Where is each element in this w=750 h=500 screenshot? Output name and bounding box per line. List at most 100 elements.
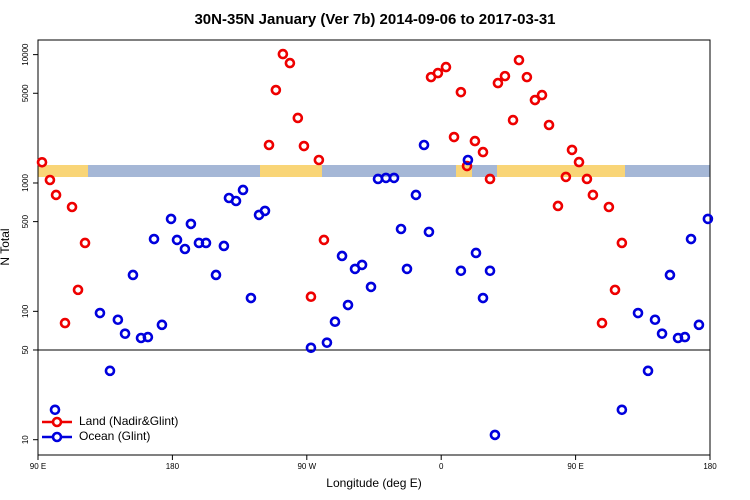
point <box>484 265 496 277</box>
point <box>112 314 124 326</box>
point <box>455 86 467 98</box>
point <box>656 328 668 339</box>
point <box>277 48 289 60</box>
point <box>529 94 541 106</box>
point <box>679 331 691 343</box>
point <box>79 237 91 249</box>
x-tick-label: 90 E <box>30 462 46 471</box>
point <box>649 314 661 326</box>
point <box>148 233 160 245</box>
point <box>560 171 572 183</box>
point <box>462 154 474 166</box>
x-tick-label: 180 <box>166 462 180 471</box>
point <box>432 67 444 79</box>
point <box>664 269 676 281</box>
point <box>356 259 368 271</box>
point <box>329 316 341 328</box>
y-axis-label: N Total <box>0 228 12 265</box>
point <box>410 189 422 201</box>
legend-label: Land (Nadir&Glint) <box>79 414 178 428</box>
point <box>292 112 304 124</box>
point <box>230 195 242 207</box>
point <box>72 284 84 296</box>
point <box>94 307 106 319</box>
point <box>609 284 621 296</box>
y-tick-label: 1000 <box>21 174 30 192</box>
y-tick-label: 5000 <box>21 84 30 102</box>
x-tick-label: 0 <box>439 462 444 471</box>
point <box>259 205 271 217</box>
point <box>603 201 615 213</box>
point <box>318 234 330 246</box>
point <box>200 237 212 249</box>
x-tick-label: 90 W <box>297 462 316 471</box>
legend-label: Ocean (Glint) <box>79 429 150 443</box>
point <box>388 172 400 184</box>
point <box>218 240 230 252</box>
point <box>440 61 452 73</box>
point <box>489 429 501 441</box>
point <box>693 319 705 331</box>
point <box>702 213 714 225</box>
point <box>59 317 71 329</box>
point <box>270 84 282 96</box>
land-ocean-strip <box>38 165 710 177</box>
point <box>342 299 354 311</box>
point <box>573 156 585 168</box>
point <box>305 291 317 303</box>
point <box>685 233 697 245</box>
point <box>477 146 489 158</box>
point <box>587 189 599 201</box>
point <box>499 70 511 82</box>
x-tick-label: 180 <box>703 462 717 471</box>
point <box>616 404 628 416</box>
point <box>298 140 310 152</box>
point <box>66 201 78 213</box>
legend-marker <box>51 431 63 443</box>
point <box>596 317 608 329</box>
point <box>171 234 183 246</box>
point <box>566 144 578 156</box>
point <box>470 247 482 259</box>
point <box>469 135 481 147</box>
point <box>336 250 348 262</box>
y-tick-label: 10 <box>21 435 30 444</box>
y-tick-label: 50 <box>21 345 30 354</box>
point <box>237 184 249 196</box>
point <box>507 114 519 126</box>
point <box>365 281 377 293</box>
point <box>50 189 62 201</box>
point <box>165 213 177 225</box>
point <box>477 292 489 304</box>
point <box>127 269 139 281</box>
point <box>521 71 533 83</box>
point <box>418 139 430 151</box>
y-tick-label: 100 <box>21 304 30 318</box>
point <box>305 342 317 354</box>
point <box>156 319 168 331</box>
x-axis-label: Longitude (deg E) <box>326 476 421 490</box>
point <box>461 160 473 172</box>
point <box>185 218 197 230</box>
point <box>245 292 257 304</box>
chart-title: 30N-35N January (Ver 7b) 2014-09-06 to 2… <box>194 11 555 28</box>
point <box>423 226 435 238</box>
point <box>401 263 413 275</box>
point <box>263 139 275 151</box>
legend-marker <box>51 416 63 428</box>
point <box>179 243 191 255</box>
point <box>36 156 48 168</box>
point <box>321 337 333 348</box>
point <box>581 173 593 185</box>
point <box>49 404 61 416</box>
point <box>642 365 654 377</box>
x-tick-label: 90 E <box>567 462 583 471</box>
point <box>104 365 116 377</box>
point <box>44 174 56 186</box>
point <box>632 307 644 319</box>
point <box>313 154 325 166</box>
point <box>395 223 407 235</box>
y-tick-label: 10000 <box>21 43 30 66</box>
point <box>284 57 296 69</box>
